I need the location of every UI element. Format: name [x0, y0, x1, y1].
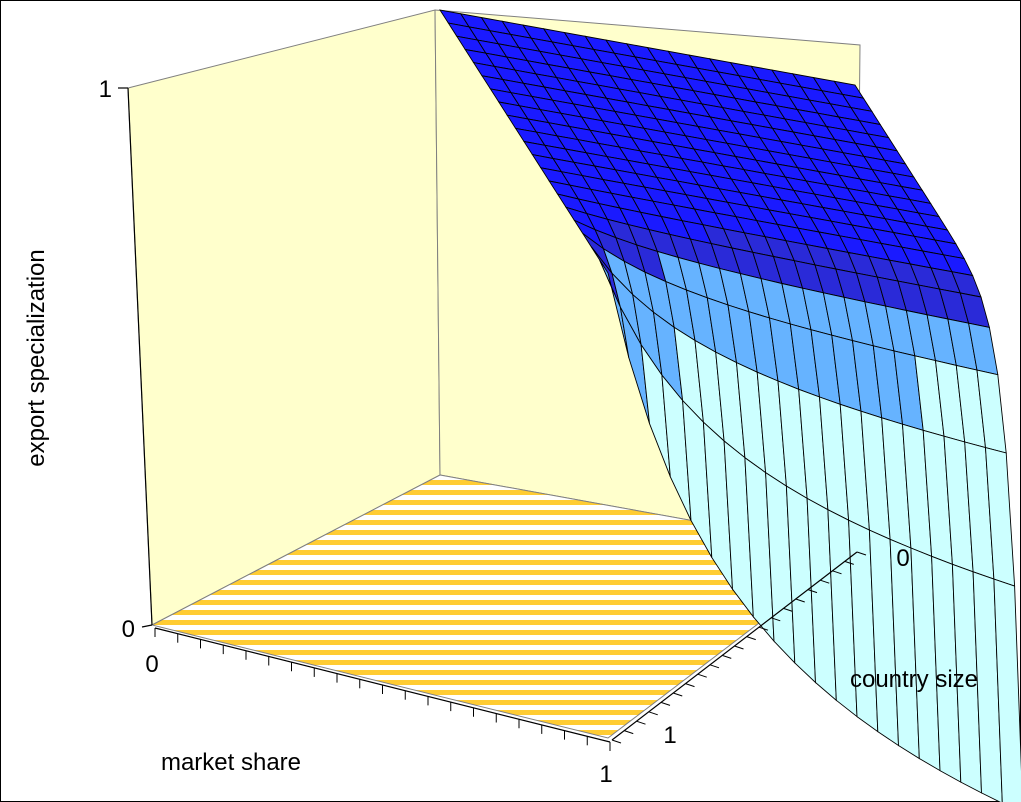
x-tick-label-min: 0 — [145, 651, 158, 678]
y-tick-mark — [722, 654, 732, 659]
x-tick-label-max: 1 — [599, 761, 612, 788]
y-tick-mark — [807, 589, 818, 594]
z-axis-line — [127, 87, 153, 626]
y-tick-mark — [624, 730, 634, 735]
y-tick-mark — [844, 560, 854, 565]
y-tick-mark — [734, 645, 744, 650]
axes — [118, 87, 867, 751]
y-tick-mark — [709, 664, 720, 669]
y-tick-mark — [820, 579, 830, 584]
z-tick-label-min: 0 — [122, 616, 135, 643]
y-tick-mark — [636, 720, 646, 725]
y-tick-mark — [746, 636, 756, 641]
y-tick-mark — [771, 617, 781, 622]
y-tick-mark — [783, 607, 793, 612]
y-tick-label-max: 1 — [663, 722, 676, 749]
surface-cell — [972, 571, 1003, 802]
z-axis-title: export specialization — [23, 249, 50, 466]
y-tick-mark — [648, 711, 658, 716]
y-axis-title: country size — [850, 666, 978, 693]
z-tick-label-max: 1 — [99, 76, 112, 103]
y-tick-mark — [758, 626, 769, 631]
surface-cell — [993, 578, 1021, 802]
z-tick-mark — [141, 624, 153, 628]
y-tick-label-min: 0 — [896, 545, 909, 572]
y-tick-mark — [673, 692, 683, 697]
y-tick-mark — [611, 739, 622, 744]
y-tick-mark — [832, 570, 842, 575]
y-tick-mark — [685, 683, 695, 688]
x-axis-title: market share — [161, 749, 301, 776]
surface-plot — [439, 9, 1021, 802]
y-tick-mark — [697, 673, 707, 678]
y-tick-mark — [795, 598, 805, 603]
y-tick-mark — [856, 551, 867, 556]
y-tick-mark — [660, 701, 671, 706]
